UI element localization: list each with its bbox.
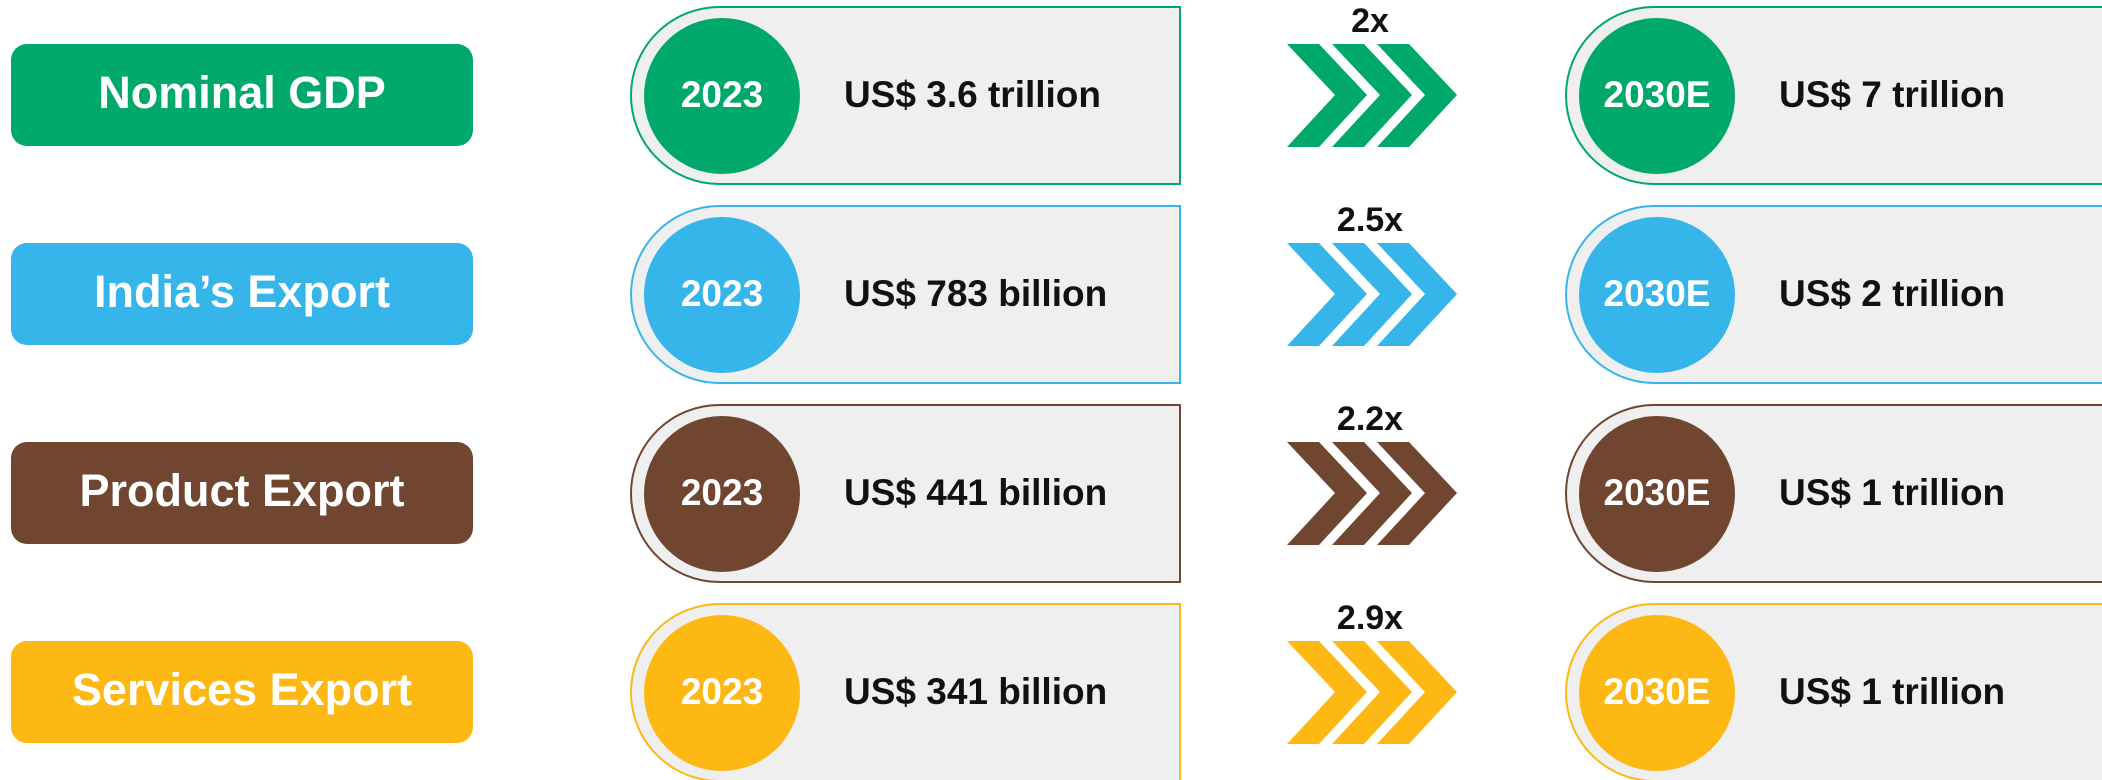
row-label: India’s Export [94, 266, 390, 317]
chevron [1332, 442, 1412, 545]
current-year: 2023 [681, 671, 763, 712]
row-label: Services Export [72, 664, 412, 715]
chevron [1377, 44, 1457, 147]
current-value: US$ 783 billion [844, 273, 1107, 314]
chevron [1332, 243, 1412, 346]
current-year-badge [644, 217, 800, 373]
row: Services Export 2023 US$ 341 billion 2.9x 20… [11, 599, 2102, 780]
multiplier: 2.2x [1337, 400, 1403, 438]
future-year-badge [1579, 217, 1735, 373]
future-year: 2030E [1604, 74, 1711, 115]
multiplier: 2.5x [1337, 201, 1403, 239]
multiplier: 2x [1351, 2, 1389, 40]
label-pill [11, 44, 473, 146]
future-year-badge [1579, 18, 1735, 174]
future-year: 2030E [1604, 472, 1711, 513]
future-year-badge [1579, 416, 1735, 572]
current-year: 2023 [681, 472, 763, 513]
row: Nominal GDP 2023 US$ 3.6 trillion 2x 2030E US… [11, 2, 2102, 185]
chevron [1377, 442, 1457, 545]
chevron [1287, 641, 1367, 744]
chevron [1287, 44, 1367, 147]
future-value: US$ 2 trillion [1779, 273, 2005, 314]
current-value: US$ 341 billion [844, 671, 1107, 712]
future-value: US$ 7 trillion [1779, 74, 2005, 115]
current-year-badge [644, 615, 800, 771]
future-year-badge [1579, 615, 1735, 771]
current-year: 2023 [681, 74, 763, 115]
chevron [1287, 442, 1367, 545]
current-year: 2023 [681, 273, 763, 314]
future-value: US$ 1 trillion [1779, 671, 2005, 712]
row-label: Product Export [79, 465, 404, 516]
current-year-badge [644, 18, 800, 174]
current-year-badge [644, 416, 800, 572]
current-value: US$ 441 billion [844, 472, 1107, 513]
future-year: 2030E [1604, 273, 1711, 314]
label-pill [11, 641, 473, 743]
chevron [1332, 44, 1412, 147]
label-pill [11, 243, 473, 345]
row-label: Nominal GDP [98, 67, 386, 118]
label-pill [11, 442, 473, 544]
chevron [1332, 641, 1412, 744]
future-value: US$ 1 trillion [1779, 472, 2005, 513]
chevron [1377, 641, 1457, 744]
chevron [1377, 243, 1457, 346]
future-year: 2030E [1604, 671, 1711, 712]
row: India’s Export 2023 US$ 783 billion 2.5x 203… [11, 201, 2102, 384]
chevron [1287, 243, 1367, 346]
multiplier: 2.9x [1337, 599, 1403, 637]
row: Product Export 2023 US$ 441 billion 2.2x 203… [11, 400, 2102, 583]
current-value: US$ 3.6 trillion [844, 74, 1101, 115]
